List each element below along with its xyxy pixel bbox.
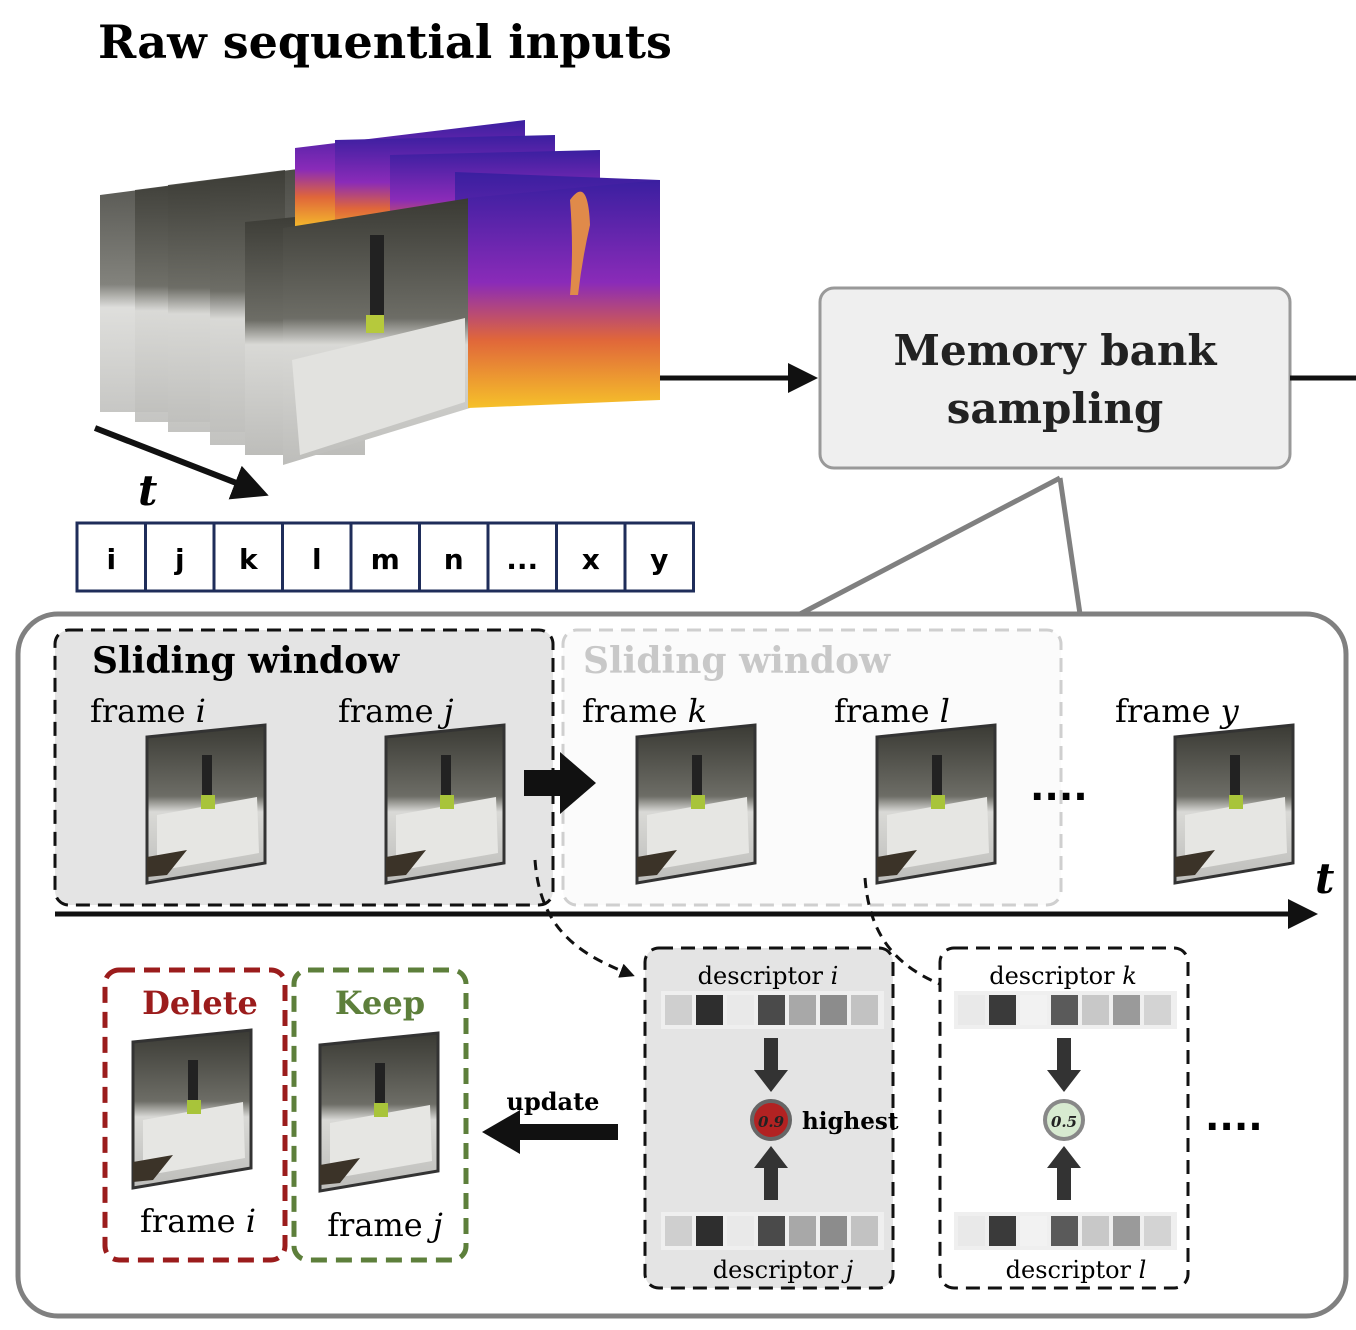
- frame-thumbnail-l: [875, 723, 997, 885]
- descriptor-cell: [1144, 1216, 1171, 1246]
- descriptor-cell: [665, 1216, 692, 1246]
- delete-frame-thumbnail: [131, 1028, 253, 1190]
- compare-arrow-down-1: [754, 1038, 788, 1092]
- descriptor-cell: [820, 995, 847, 1025]
- sequence-cell-label: y: [650, 543, 668, 576]
- sequence-cell: [555, 521, 627, 593]
- raw-input-frames: [100, 120, 660, 465]
- descriptor-cell: [696, 995, 723, 1025]
- descriptor-vector-k: [954, 991, 1177, 1029]
- sequence-cell: [212, 521, 284, 593]
- descriptor-cell: [1082, 1216, 1109, 1246]
- descriptor-cell: [758, 1216, 785, 1246]
- descriptor-cell: [758, 995, 785, 1025]
- sliding-window-next-title: Sliding window: [583, 640, 891, 682]
- keep-label: Keep: [335, 984, 425, 1022]
- descriptor-vector-i: [661, 991, 884, 1029]
- zoom-callout-right: [1057, 477, 1083, 615]
- frame-label-l: frame l: [834, 692, 950, 730]
- similarity-score-high-value: 0.9: [758, 1113, 785, 1131]
- frame-thumbnail-j: [384, 723, 506, 885]
- compare-arrow-down-2: [1047, 1038, 1081, 1092]
- keep-frame-thumbnail: [318, 1031, 440, 1193]
- timeline-label: t: [1315, 854, 1334, 903]
- sequence-index-row: i j k l m n... x y: [75, 521, 695, 593]
- delete-label: Delete: [142, 984, 258, 1022]
- descriptor-cell: [1051, 995, 1078, 1025]
- sequence-cell-label: k: [239, 543, 259, 576]
- descriptor-cell: [789, 995, 816, 1025]
- time-arrow: [93, 425, 269, 500]
- sequence-cell-label: i: [106, 543, 116, 576]
- sequence-cell: [623, 521, 695, 593]
- compare-arrow-up-2: [1047, 1146, 1081, 1200]
- descriptor-label-i: descriptor i: [698, 962, 839, 990]
- window-to-descriptor-arrow-1: [533, 859, 635, 978]
- time-label: t: [138, 466, 157, 515]
- frames-ellipsis: ....: [1030, 765, 1088, 809]
- zoom-callout: [798, 475, 1062, 617]
- sequence-cell: [75, 521, 147, 593]
- descriptor-cell: [820, 1216, 847, 1246]
- sequence-cell-label: n: [444, 543, 464, 576]
- descriptor-label-j: descriptor j: [713, 1256, 854, 1284]
- descriptor-cell: [851, 1216, 878, 1246]
- descriptor-vector-j: [661, 1212, 884, 1250]
- descriptor-ellipsis: ....: [1205, 1095, 1263, 1139]
- sequence-cell: [144, 521, 216, 593]
- similarity-score-low: [1043, 1099, 1085, 1141]
- sequence-cell-label: ...: [506, 543, 538, 576]
- descriptor-cell: [1051, 1216, 1078, 1246]
- descriptor-cell: [1082, 995, 1109, 1025]
- sequence-cell: [349, 521, 421, 593]
- descriptor-cell: [1113, 1216, 1140, 1246]
- frame-label-i: frame i: [90, 692, 206, 730]
- frame-label-j: frame j: [338, 692, 454, 730]
- descriptor-vector-l: [954, 1212, 1177, 1250]
- descriptor-cell: [727, 995, 754, 1025]
- keep-frame-label: frame j: [327, 1206, 443, 1244]
- sequence-cell: [418, 521, 490, 593]
- similarity-score-high: [750, 1099, 792, 1141]
- descriptor-cell: [1144, 995, 1171, 1025]
- descriptor-cell: [665, 995, 692, 1025]
- sequence-cell-label: j: [174, 543, 185, 576]
- memory-bank-label-line1: Memory bank: [893, 326, 1217, 375]
- descriptor-label-l: descriptor l: [1006, 1256, 1147, 1284]
- slide-arrow: [524, 752, 596, 814]
- descriptor-cell: [989, 1216, 1016, 1246]
- descriptor-cell: [958, 1216, 985, 1246]
- descriptor-cell: [958, 995, 985, 1025]
- descriptor-cell: [989, 995, 1016, 1025]
- update-arrow: [482, 1110, 618, 1154]
- highest-label: highest: [802, 1108, 899, 1135]
- descriptor-cell: [1020, 995, 1047, 1025]
- descriptor-cell: [1020, 1216, 1047, 1246]
- descriptor-cell: [727, 1216, 754, 1246]
- frame-thumbnail-y: [1173, 723, 1295, 885]
- descriptor-cell: [851, 995, 878, 1025]
- compare-arrow-up-1: [754, 1146, 788, 1200]
- descriptor-label-k: descriptor k: [989, 962, 1137, 990]
- sliding-window-active-title: Sliding window: [92, 640, 400, 682]
- frame-label-k: frame k: [582, 692, 707, 730]
- sequence-cell-label: x: [582, 543, 600, 576]
- frame-thumbnail-k: [635, 723, 757, 885]
- descriptor-cell: [1113, 995, 1140, 1025]
- frame-thumbnail-i: [145, 723, 267, 885]
- update-label: update: [507, 1087, 600, 1116]
- descriptor-cell: [789, 1216, 816, 1246]
- memory-bank-box[interactable]: [818, 286, 1292, 470]
- sequence-cell-label: m: [371, 543, 400, 576]
- delete-frame-label: frame i: [140, 1202, 256, 1240]
- descriptor-cell: [696, 1216, 723, 1246]
- page-title: Raw sequential inputs: [98, 15, 672, 69]
- sequence-cell-label: l: [312, 543, 322, 576]
- similarity-score-low-value: 0.5: [1051, 1113, 1077, 1131]
- memory-bank-label-line2: sampling: [947, 384, 1163, 433]
- sequence-cell: [486, 521, 558, 593]
- frame-label-y: frame y: [1115, 692, 1240, 730]
